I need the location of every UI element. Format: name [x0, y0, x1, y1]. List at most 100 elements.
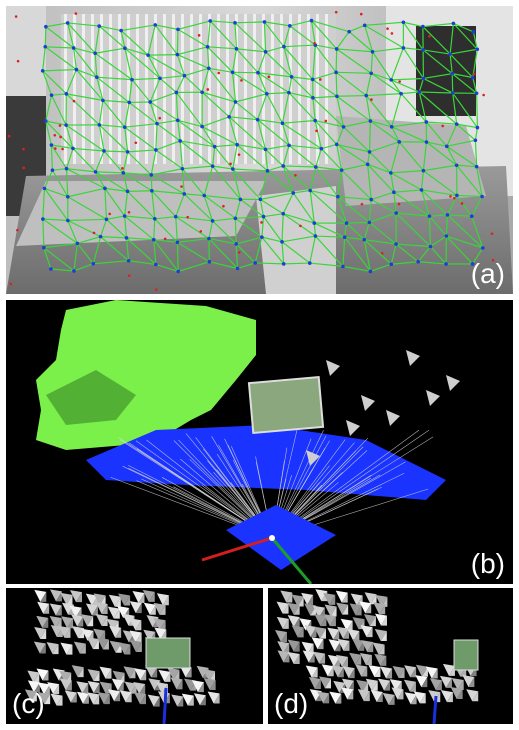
mesh-triangle — [139, 683, 146, 694]
mesh-triangle — [78, 628, 85, 639]
mesh-triangle — [370, 594, 377, 605]
mesh-triangle — [59, 670, 72, 683]
mesh-triangle — [49, 615, 62, 628]
mesh-edge — [281, 213, 284, 242]
curtain-stripe — [199, 14, 202, 164]
mesh-vertex — [261, 214, 266, 219]
mesh-vertex — [231, 167, 235, 171]
mesh-edge — [456, 123, 476, 141]
mesh-triangle — [352, 617, 365, 630]
curtain-stripe — [145, 14, 148, 164]
mesh-triangle — [450, 687, 463, 700]
mesh-edge — [45, 26, 75, 49]
mesh-triangle — [466, 689, 479, 702]
mesh-triangle — [203, 677, 216, 690]
mesh-triangle — [87, 680, 100, 693]
mesh-vertex — [130, 77, 134, 82]
mesh-edge — [175, 216, 178, 243]
mesh-vertex — [473, 138, 478, 143]
mesh-edge — [403, 21, 423, 28]
mesh-edge — [283, 165, 316, 168]
mesh-edge — [151, 190, 156, 219]
mesh-triangle — [102, 639, 109, 650]
mesh-vertex — [42, 186, 47, 191]
mesh-triangle — [71, 614, 84, 627]
mesh-vertex — [368, 269, 373, 274]
mesh-triangle — [99, 666, 112, 679]
mesh-edge — [44, 26, 47, 47]
mesh-edge — [42, 188, 46, 220]
mesh-triangle — [457, 680, 464, 691]
mesh-edge — [423, 49, 451, 55]
mesh-vertex — [281, 262, 286, 266]
mesh-edge — [42, 70, 53, 96]
mesh-triangle — [323, 592, 336, 605]
camera-center — [269, 535, 275, 541]
mesh-edge — [337, 196, 372, 201]
mesh-vertex — [75, 241, 80, 246]
mesh-triangle — [307, 643, 314, 654]
mesh-triangle — [93, 628, 106, 641]
mesh-edge — [264, 21, 290, 27]
mesh-triangle — [135, 620, 142, 631]
mesh-edge — [417, 246, 431, 263]
mesh-triangle — [365, 678, 378, 691]
z-axis-d — [432, 695, 438, 724]
mesh-vertex — [419, 188, 424, 192]
curtain-stripe — [217, 14, 220, 164]
mesh-vertex — [282, 44, 286, 49]
mesh-vertex — [210, 219, 215, 223]
gray-shard — [426, 390, 440, 406]
mesh-edge — [428, 216, 432, 247]
curtain-stripe — [172, 14, 175, 164]
mesh-vertex — [238, 197, 243, 202]
mesh-edge — [422, 49, 453, 75]
mesh-edge — [102, 99, 126, 128]
outlier-point — [240, 79, 243, 82]
curtain-stripe — [316, 14, 319, 164]
mesh-edge — [364, 25, 374, 52]
mesh-triangle — [148, 591, 155, 602]
outlier-point — [386, 27, 389, 30]
mesh-triangle — [398, 667, 405, 678]
mesh-edge — [98, 25, 126, 49]
mesh-triangle — [190, 680, 197, 691]
mesh-edge — [421, 189, 448, 216]
mesh-triangle — [162, 595, 169, 606]
mesh-triangle — [435, 680, 442, 691]
mesh-edge — [73, 47, 77, 70]
mesh-vertex — [74, 67, 79, 72]
mesh-triangle — [328, 639, 341, 652]
mesh-triangle — [173, 669, 180, 680]
mesh-triangle — [159, 620, 166, 631]
mesh-edge — [42, 218, 68, 222]
mesh-edge — [42, 68, 77, 72]
mesh-vertex — [401, 20, 406, 25]
outlier-point — [398, 80, 401, 83]
mesh-vertex — [307, 261, 312, 265]
mesh-vertex — [309, 18, 314, 23]
mesh-edge — [369, 212, 397, 223]
mesh-edge — [313, 223, 317, 237]
mesh-triangle — [93, 694, 100, 705]
mesh-edge — [124, 191, 129, 217]
mesh-vertex — [369, 71, 374, 76]
mesh-edge — [235, 101, 258, 121]
blue-ground-plane — [86, 425, 446, 500]
mesh-triangle — [375, 594, 388, 607]
mesh-triangle — [105, 668, 112, 679]
mesh-edge — [372, 47, 404, 53]
mesh-triangle — [123, 666, 136, 679]
mesh-edge — [201, 126, 216, 147]
mesh-edge — [67, 220, 78, 244]
mesh-vertex — [281, 211, 286, 216]
outlier-point — [22, 147, 25, 151]
mesh-edge — [363, 239, 371, 272]
mesh-triangle — [177, 696, 184, 707]
mesh-triangle — [124, 644, 131, 655]
mesh-vertex — [151, 237, 156, 242]
mesh-triangle — [404, 692, 417, 705]
mesh-triangle — [353, 631, 360, 642]
mesh-vertex — [444, 234, 449, 238]
mesh-edge — [391, 121, 427, 128]
